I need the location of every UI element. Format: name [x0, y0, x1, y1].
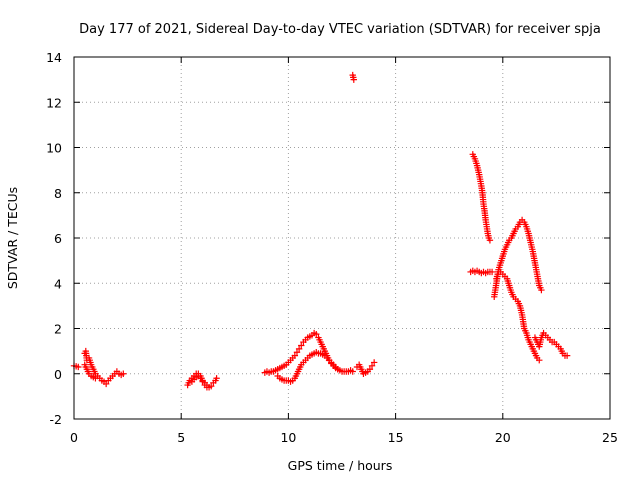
y-tick-label: 0	[54, 367, 62, 382]
data-points	[70, 71, 571, 391]
data-point	[197, 375, 204, 382]
data-point	[486, 237, 494, 244]
y-tick-label: 2	[54, 322, 62, 337]
data-point	[75, 363, 82, 371]
data-point	[208, 382, 215, 390]
data-point	[563, 352, 571, 359]
data-point	[488, 268, 496, 276]
data-point	[349, 368, 356, 375]
x-tick-label: 5	[177, 430, 185, 445]
data-point	[536, 356, 543, 364]
y-tick-label: 4	[54, 276, 62, 291]
data-point	[293, 349, 301, 356]
y-axis-label: SDTVAR / TECUs	[5, 187, 20, 289]
data-point	[370, 359, 378, 366]
data-point	[313, 330, 320, 338]
x-tick-label: 15	[388, 430, 404, 445]
data-point	[120, 370, 127, 377]
x-tick-label: 10	[280, 430, 296, 445]
y-tick-label: 8	[54, 186, 62, 201]
axes: 0 5 10 15 20 25 -2 0 2 4 6 8 10 12 14	[46, 50, 618, 445]
data-point	[295, 345, 303, 353]
data-point	[102, 380, 110, 388]
data-point	[199, 378, 206, 385]
data-point	[538, 286, 545, 294]
y-tick-label: 6	[54, 231, 62, 246]
x-axis-label: GPS time / hours	[288, 458, 393, 473]
data-point	[213, 375, 220, 382]
data-point	[366, 366, 374, 373]
data-point	[291, 352, 299, 359]
chart-title: Day 177 of 2021, Sidereal Day-to-day VTE…	[79, 22, 601, 37]
x-tick-label: 25	[602, 430, 618, 445]
data-point	[350, 76, 357, 83]
data-point	[92, 375, 99, 382]
y-tick-label: 10	[46, 141, 62, 156]
y-tick-label: 12	[46, 95, 62, 110]
y-tick-label: 14	[46, 50, 62, 65]
grid	[74, 57, 610, 419]
x-tick-label: 0	[70, 430, 78, 445]
x-tick-label: 20	[495, 430, 511, 445]
y-tick-label: -2	[50, 412, 62, 427]
data-point	[203, 384, 211, 391]
data-point	[298, 342, 305, 349]
data-point	[368, 362, 376, 370]
data-point	[334, 366, 341, 373]
